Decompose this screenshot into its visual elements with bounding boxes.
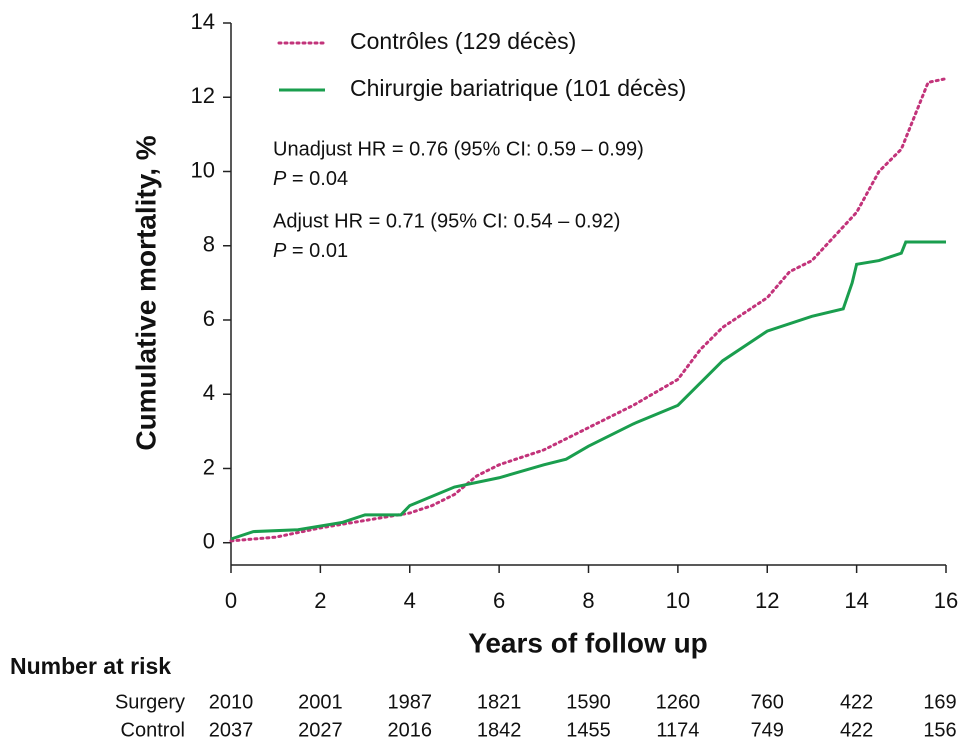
y-tick-label: 4: [203, 380, 215, 405]
x-axis-label: Years of follow up: [468, 627, 708, 658]
y-tick-label: 2: [203, 454, 215, 479]
x-tick-label: 6: [493, 588, 505, 613]
annotation: Adjust HR = 0.71 (95% CI: 0.54 – 0.92): [273, 210, 620, 232]
risk-value: 2001: [298, 691, 343, 713]
risk-value: 1842: [477, 719, 522, 741]
risk-value: 1590: [566, 691, 611, 713]
risk-row-name: Control: [121, 719, 185, 741]
x-tick-label: 10: [666, 588, 690, 613]
risk-value: 1260: [656, 691, 701, 713]
annotation: P = 0.04: [273, 168, 348, 190]
risk-value: 1821: [477, 691, 522, 713]
x-tick-label: 2: [314, 588, 326, 613]
y-tick-label: 8: [203, 232, 215, 257]
risk-value: 1174: [656, 719, 699, 741]
x-tick-label: 4: [404, 588, 416, 613]
annotation-part: P: [273, 240, 287, 262]
risk-value: 2037: [209, 719, 254, 741]
y-axis-label: Cumulative mortality, %: [130, 135, 161, 450]
risk-value: 1455: [566, 719, 611, 741]
annotation: P = 0.01: [273, 240, 348, 262]
risk-value: 1987: [388, 691, 433, 713]
legend-label: Contrôles (129 décès): [350, 28, 576, 54]
risk-table-title: Number at risk: [10, 653, 171, 679]
risk-row-name: Surgery: [115, 691, 185, 713]
annotation-part: P: [273, 168, 287, 190]
y-tick-label: 14: [191, 9, 215, 34]
series-line: [230, 240, 946, 541]
risk-value: 2027: [298, 719, 343, 741]
risk-value: 422: [840, 719, 873, 741]
x-tick-label: 0: [225, 588, 237, 613]
risk-value: 422: [840, 691, 873, 713]
risk-value: 156: [923, 719, 956, 741]
risk-value: 760: [751, 691, 784, 713]
x-tick-label: 12: [755, 588, 779, 613]
legend-label: Chirurgie bariatrique (101 décès): [350, 75, 686, 101]
x-tick-label: 14: [844, 588, 868, 613]
x-tick-label: 16: [934, 588, 958, 613]
annotation: Unadjust HR = 0.76 (95% CI: 0.59 – 0.99): [273, 138, 644, 160]
annotation-part: = 0.01: [286, 240, 348, 262]
risk-value: 2016: [388, 719, 433, 741]
y-tick-label: 10: [191, 157, 215, 182]
y-tick-label: 6: [203, 306, 215, 331]
y-tick-label: 12: [191, 83, 215, 108]
risk-value: 749: [751, 719, 784, 741]
y-tick-label: 0: [203, 529, 215, 554]
risk-value: 169: [923, 691, 956, 713]
annotation-part: = 0.04: [286, 168, 348, 190]
x-tick-label: 8: [582, 588, 594, 613]
risk-value: 2010: [209, 691, 254, 713]
